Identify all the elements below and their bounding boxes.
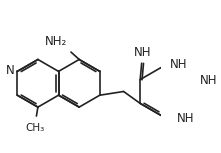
Text: NH: NH	[170, 58, 187, 71]
Text: NH: NH	[200, 74, 217, 87]
Text: NH₂: NH₂	[45, 35, 67, 48]
Text: NH: NH	[176, 112, 194, 125]
Text: NH: NH	[134, 47, 151, 60]
Text: CH₃: CH₃	[25, 123, 45, 133]
Text: N: N	[6, 64, 14, 77]
